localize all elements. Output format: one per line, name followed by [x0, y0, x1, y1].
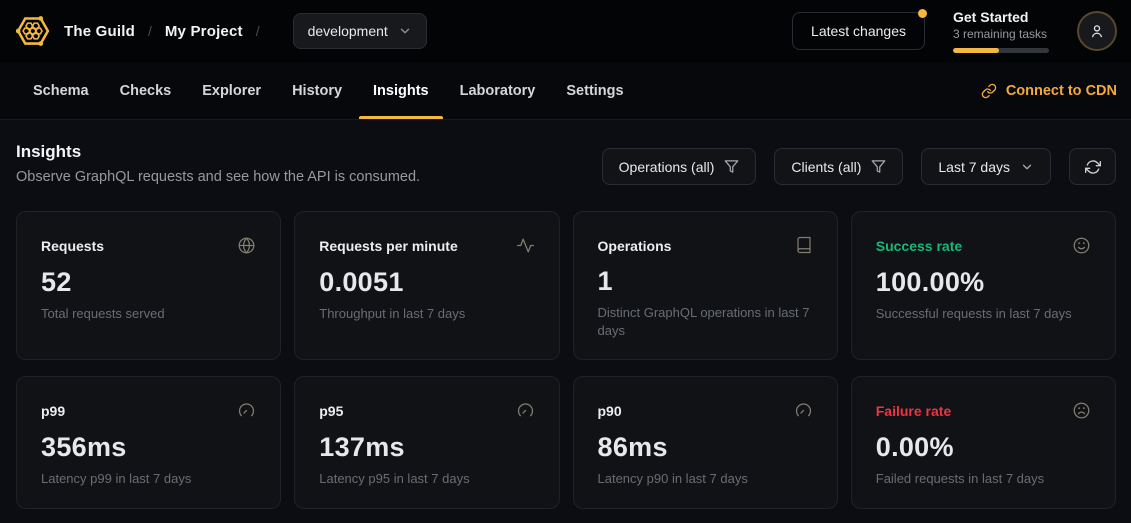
stat-card-subtitle: Latency p99 in last 7 days	[41, 471, 192, 487]
breadcrumb-project[interactable]: My Project	[164, 22, 243, 40]
get-started-progress-fill	[953, 48, 1000, 54]
get-started-widget[interactable]: Get Started 3 remaining tasks	[953, 9, 1049, 54]
stat-card-requests: Requests 52 Total requests served	[16, 211, 282, 361]
stat-card-p95: p95 137ms Latency p95 in last 7 days	[294, 376, 560, 509]
stat-card-requests-per-minute: Requests per minute 0.0051 Throughput in…	[294, 211, 560, 361]
tab-schema[interactable]: Schema	[19, 62, 103, 119]
hive-logo-icon[interactable]	[16, 14, 50, 48]
clients-filter-label: Clients (all)	[791, 158, 862, 175]
stat-card-p99: p99 356ms Latency p99 in last 7 days	[16, 376, 282, 509]
date-range-label: Last 7 days	[938, 158, 1010, 175]
refresh-button[interactable]	[1069, 148, 1116, 185]
stat-card-title: Failure rate	[875, 403, 952, 420]
stat-card-failure-rate: Failure rate 0.00% Failed requests in la…	[850, 376, 1116, 509]
tab-laboratory[interactable]: Laboratory	[446, 62, 550, 119]
stat-card-title: p99	[41, 403, 66, 420]
top-header: The Guild / My Project / development Lat…	[0, 0, 1131, 62]
book-icon	[795, 236, 813, 254]
activity-icon	[516, 236, 535, 255]
get-started-subtitle: 3 remaining tasks	[953, 27, 1048, 42]
chevron-down-icon	[1020, 160, 1034, 174]
stat-card-value: 86ms	[597, 432, 668, 463]
link-icon	[981, 83, 997, 99]
breadcrumb-separator: /	[147, 23, 152, 39]
tab-settings[interactable]: Settings	[552, 62, 637, 119]
clients-filter-button[interactable]: Clients (all)	[774, 148, 904, 185]
stat-card-title: p90	[597, 403, 622, 420]
stat-card-p90: p90 86ms Latency p90 in last 7 days	[572, 376, 838, 509]
stat-card-subtitle: Distinct GraphQL operations in last 7 da…	[597, 305, 810, 338]
stat-card-head: Requests	[41, 236, 256, 255]
filter-icon	[724, 159, 739, 174]
tab-checks[interactable]: Checks	[106, 62, 186, 119]
stat-card-value: 137ms	[319, 432, 405, 463]
stat-card-subtitle: Failed requests in last 7 days	[875, 471, 1045, 487]
filter-icon	[871, 159, 886, 174]
stat-card-subtitle: Latency p95 in last 7 days	[319, 471, 470, 487]
stat-card-value: 0.00%	[875, 432, 954, 463]
environment-selector[interactable]: development	[292, 13, 427, 49]
date-range-selector[interactable]: Last 7 days	[921, 148, 1051, 185]
stat-card-title: Requests	[41, 238, 105, 254]
tab-history[interactable]: History	[278, 62, 356, 119]
stat-card-operations: Operations 1 Distinct GraphQL operations…	[572, 211, 838, 361]
get-started-progressbar[interactable]	[953, 48, 1049, 54]
stat-card-head: p90	[598, 403, 813, 420]
latest-changes-button[interactable]: Latest changes	[792, 8, 927, 50]
stat-card-title: Requests per minute	[319, 238, 458, 254]
refresh-icon	[1084, 159, 1101, 175]
stat-card-head: Failure rate	[875, 401, 1091, 420]
stat-card-title: p95	[319, 403, 344, 420]
gauge-icon	[794, 401, 813, 420]
stat-card-head: p99	[41, 403, 256, 420]
chevron-down-icon	[398, 24, 412, 38]
stat-card-head: Success rate	[875, 236, 1091, 255]
filters-toolbar: Operations (all) Clients (all) Last 7 da…	[601, 142, 1116, 185]
frown-icon	[1072, 401, 1091, 420]
get-started-title: Get Started	[953, 8, 1029, 25]
stat-card-value: 1	[597, 266, 613, 296]
operations-filter-button[interactable]: Operations (all)	[601, 148, 757, 185]
tab-explorer[interactable]: Explorer	[188, 62, 275, 119]
stat-card-value: 52	[41, 267, 72, 297]
page-subtitle: Observe GraphQL requests and see how the…	[16, 169, 421, 185]
stat-card-head: p95	[319, 403, 534, 420]
stat-card-value: 0.0051	[319, 267, 404, 297]
stat-card-head: Operations	[597, 236, 813, 254]
connect-to-cdn-label: Connect to CDN	[1005, 82, 1117, 99]
gauge-icon	[237, 401, 256, 420]
nav-tabs: Schema Checks Explorer History Insights Labor…	[19, 62, 641, 119]
topbar-right: Latest changes Get Started 3 remaining t…	[792, 9, 1117, 54]
environment-selector-value: development	[307, 23, 388, 39]
user-avatar[interactable]	[1077, 10, 1117, 51]
stat-card-value: 356ms	[41, 432, 127, 463]
breadcrumb-org[interactable]: The Guild	[64, 22, 135, 40]
insights-page: Insights Observe GraphQL requests and se…	[0, 120, 1131, 509]
operations-filter-label: Operations (all)	[618, 158, 715, 175]
page-head: Insights Observe GraphQL requests and se…	[16, 142, 1116, 185]
stat-card-success-rate: Success rate 100.00% Successful requests…	[850, 211, 1116, 361]
stat-card-subtitle: Latency p90 in last 7 days	[597, 471, 748, 487]
latest-changes-label: Latest changes	[811, 22, 906, 39]
tab-insights[interactable]: Insights	[359, 62, 443, 119]
stat-card-value: 100.00%	[875, 267, 985, 297]
page-title: Insights	[16, 142, 82, 161]
breadcrumb-separator: /	[255, 23, 260, 39]
stat-card-title: Success rate	[875, 238, 963, 254]
target-nav: Schema Checks Explorer History Insights Labor…	[0, 62, 1131, 120]
connect-to-cdn-button[interactable]: Connect to CDN	[981, 62, 1117, 119]
notification-dot	[918, 8, 927, 18]
stat-card-head: Requests per minute	[319, 238, 534, 255]
stat-card-subtitle: Throughput in last 7 days	[319, 306, 466, 321]
stat-card-title: Operations	[597, 238, 672, 254]
gauge-icon	[516, 401, 535, 420]
page-head-text: Insights Observe GraphQL requests and se…	[16, 142, 420, 185]
stat-cards-grid: Requests 52 Total requests served Reques…	[16, 211, 1116, 509]
smile-icon	[1072, 236, 1091, 255]
stat-card-subtitle: Successful requests in last 7 days	[875, 306, 1072, 321]
globe-icon	[237, 236, 256, 255]
stat-card-subtitle: Total requests served	[41, 306, 165, 321]
person-icon	[1088, 22, 1106, 40]
